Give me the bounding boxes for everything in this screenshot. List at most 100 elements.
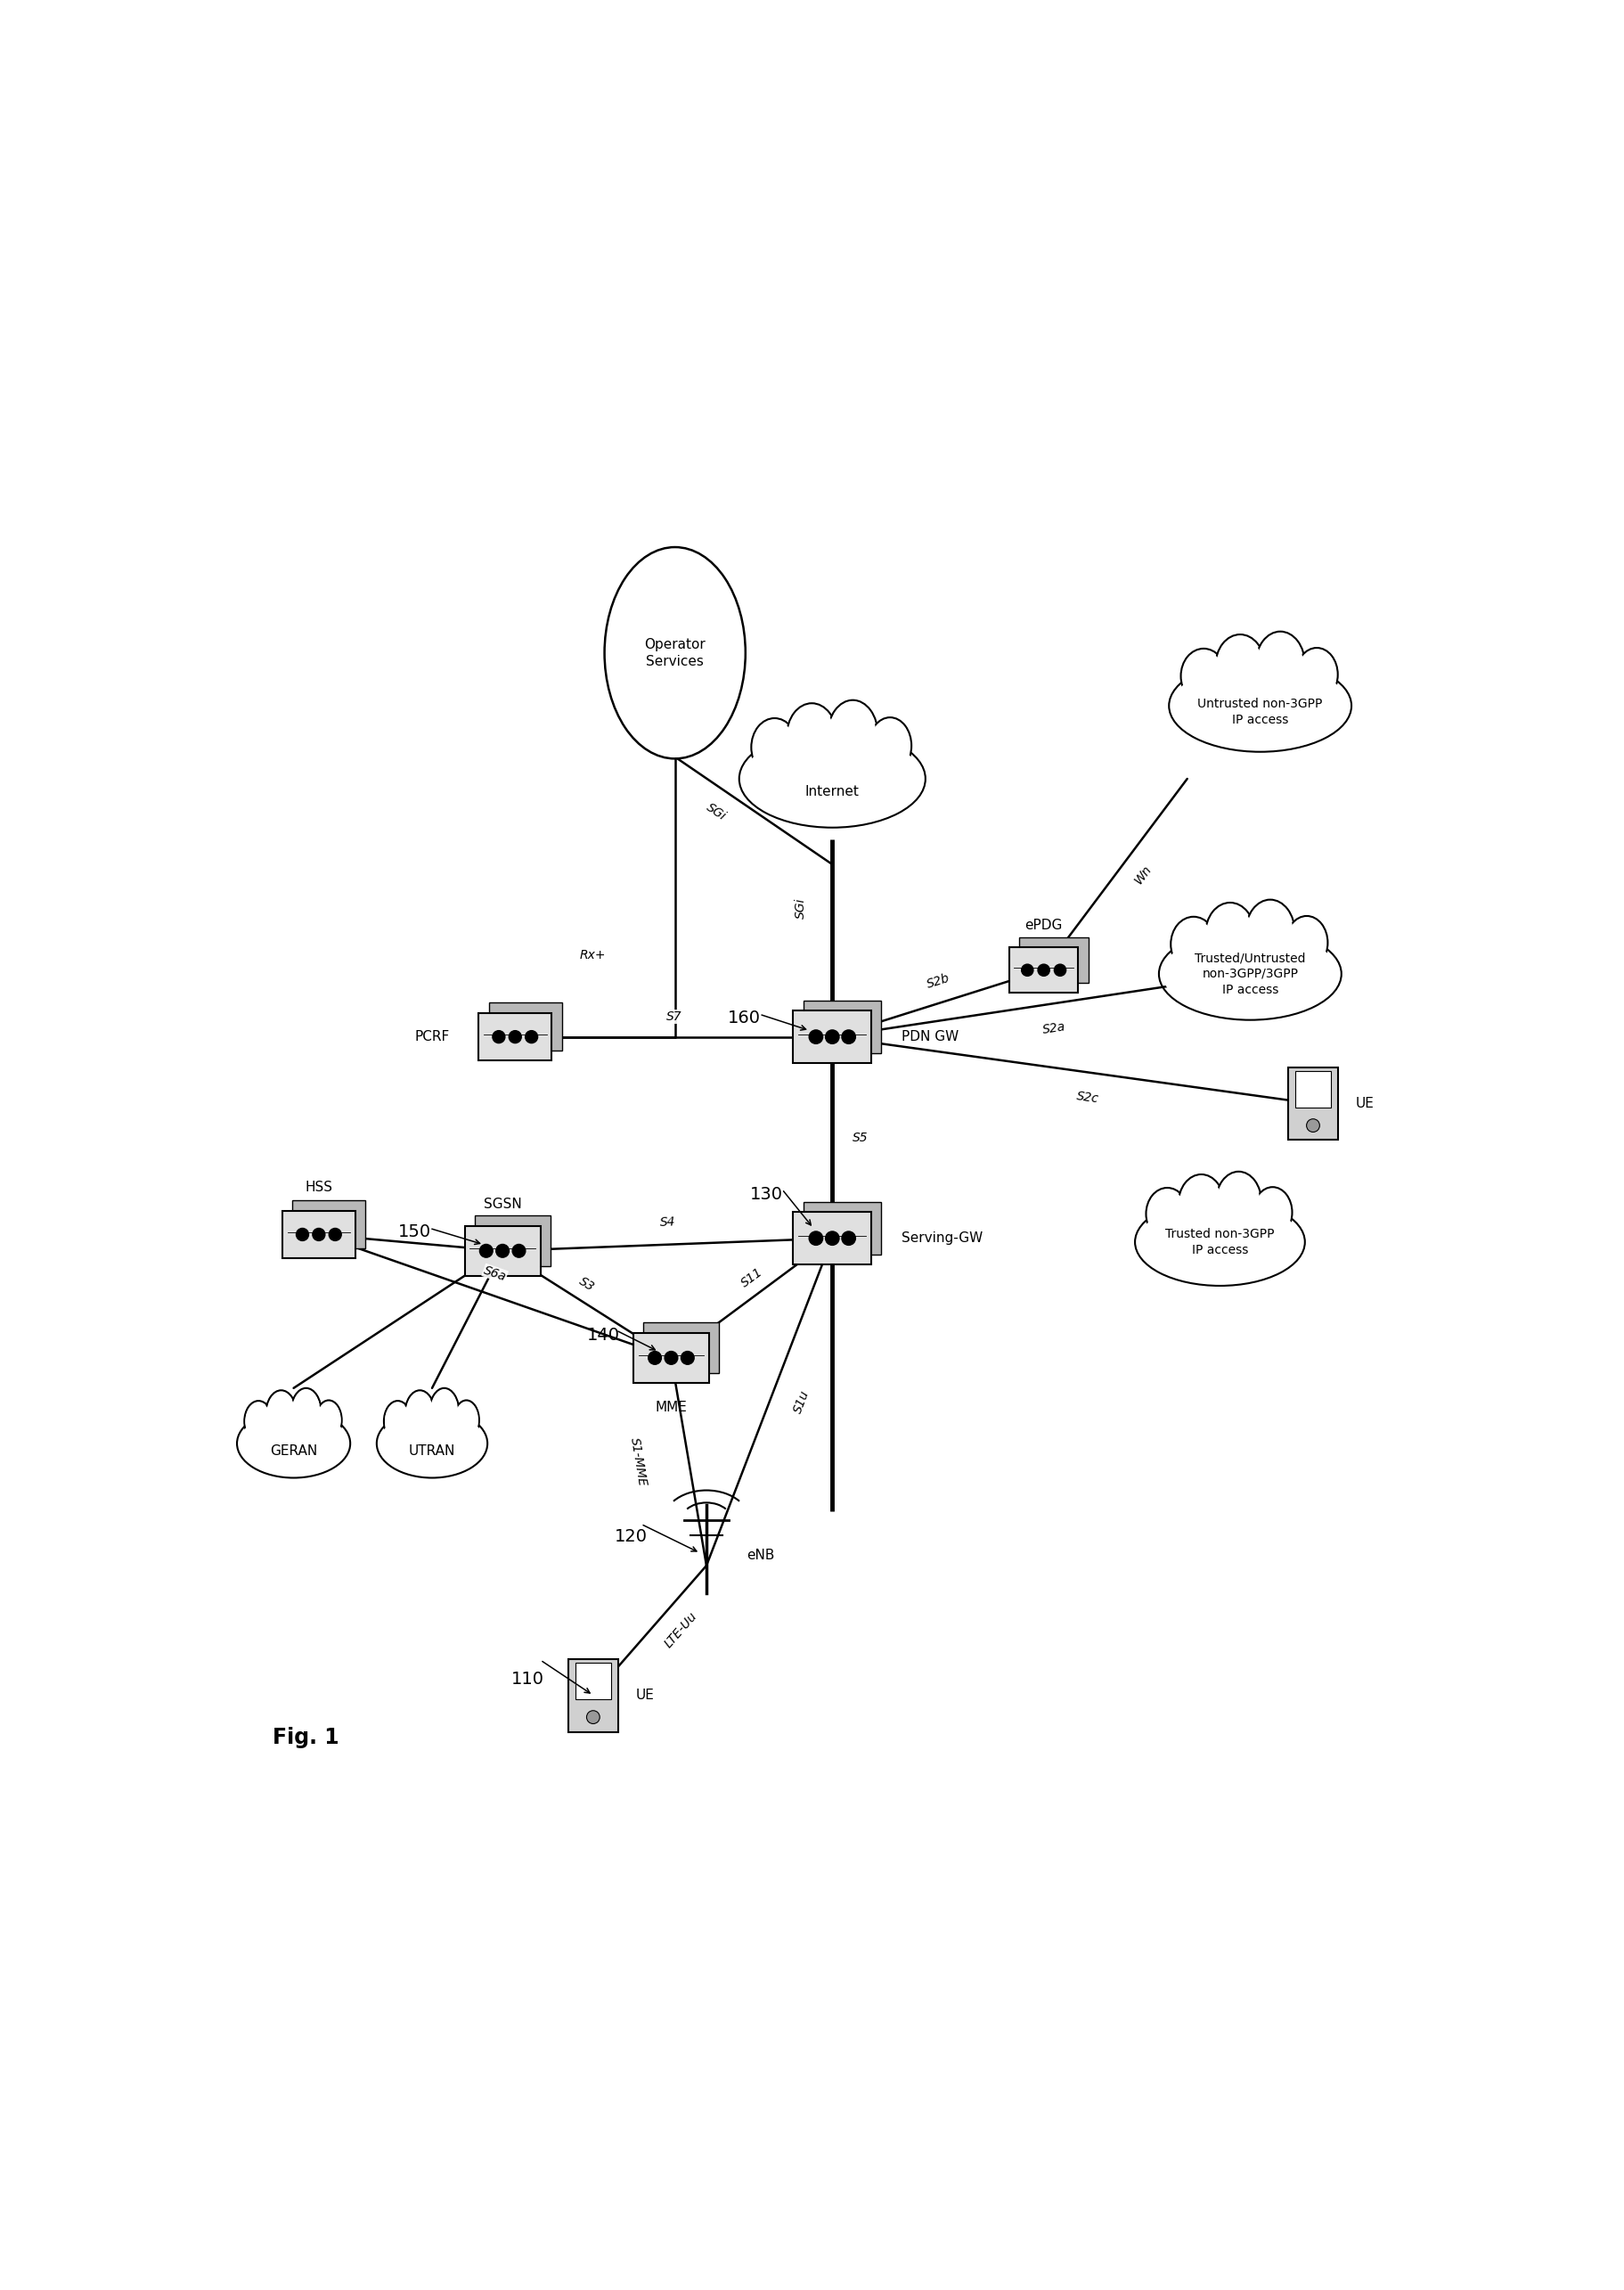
Ellipse shape [292,1390,320,1434]
Bar [1009,948,1078,994]
Circle shape [495,1243,508,1257]
Text: S1u: S1u [793,1388,812,1415]
Text: LTE-Uu: LTE-Uu [663,1610,700,1651]
Text: 150: 150 [398,1223,430,1241]
Text: Operator
Services: Operator Services [645,637,705,669]
Ellipse shape [1171,916,1216,971]
Text: Trusted non-3GPP
IP access: Trusted non-3GPP IP access [1166,1227,1275,1257]
Ellipse shape [1296,648,1338,701]
Ellipse shape [1218,637,1263,694]
Ellipse shape [754,721,796,774]
Text: HSS: HSS [305,1182,333,1193]
Circle shape [525,1030,538,1042]
Polygon shape [1020,937,1088,982]
Ellipse shape [378,1411,486,1477]
Ellipse shape [239,1411,348,1477]
Text: eNB: eNB [747,1548,775,1562]
Bar [793,1211,872,1264]
Ellipse shape [383,1401,411,1443]
Circle shape [809,1030,823,1044]
Circle shape [508,1030,521,1042]
Ellipse shape [455,1401,477,1438]
Text: Trusted/Untrusted
non-3GPP/3GPP
IP access: Trusted/Untrusted non-3GPP/3GPP IP acces… [1195,953,1306,996]
Text: S11: S11 [739,1266,765,1289]
Ellipse shape [1135,1198,1306,1285]
Ellipse shape [245,1404,271,1440]
Ellipse shape [406,1392,434,1434]
Bar [283,1211,356,1260]
Polygon shape [643,1324,719,1374]
Text: 120: 120 [614,1527,648,1546]
Ellipse shape [1181,1177,1223,1230]
Bar [479,1012,552,1060]
Ellipse shape [1286,916,1328,969]
Ellipse shape [869,717,911,774]
Circle shape [825,1030,840,1044]
Text: MME: MME [654,1401,687,1413]
Bar [464,1225,541,1276]
Text: Serving-GW: Serving-GW [901,1232,983,1246]
Ellipse shape [1298,650,1337,698]
Text: SGi: SGi [794,898,807,918]
Circle shape [479,1243,492,1257]
Ellipse shape [1216,1172,1262,1234]
Ellipse shape [429,1388,460,1436]
Text: Untrusted non-3GPP
IP access: Untrusted non-3GPP IP access [1197,698,1324,726]
Bar [575,1663,611,1699]
Ellipse shape [1215,634,1265,696]
Text: S3: S3 [577,1276,598,1294]
Text: Rx+: Rx+ [580,948,606,962]
Text: UTRAN: UTRAN [409,1445,455,1459]
Ellipse shape [1173,921,1215,969]
Text: 140: 140 [586,1326,620,1344]
Ellipse shape [870,721,909,772]
Bar [633,1333,710,1383]
Text: S6a: S6a [482,1264,508,1282]
Ellipse shape [1169,660,1351,751]
Ellipse shape [1138,1200,1301,1285]
Text: S2a: S2a [1041,1019,1067,1035]
Ellipse shape [404,1390,435,1436]
Text: SGi: SGi [703,802,728,822]
Circle shape [1307,1120,1320,1131]
Circle shape [296,1227,309,1241]
Circle shape [841,1232,856,1246]
Polygon shape [804,1001,882,1053]
Circle shape [648,1351,661,1365]
Ellipse shape [317,1401,341,1438]
Text: S7: S7 [666,1010,682,1024]
Text: S2b: S2b [926,971,952,989]
Text: Fig. 1: Fig. 1 [273,1727,339,1747]
Text: SGSN: SGSN [484,1198,521,1211]
Circle shape [492,1030,505,1042]
Ellipse shape [1179,1175,1224,1234]
Circle shape [1054,964,1065,976]
Text: 130: 130 [750,1186,783,1202]
Ellipse shape [786,703,836,769]
Circle shape [841,1030,856,1044]
Circle shape [825,1232,840,1246]
Text: UE: UE [637,1688,654,1701]
Ellipse shape [430,1390,458,1434]
Ellipse shape [1147,1189,1189,1239]
Ellipse shape [830,703,877,765]
Text: PCRF: PCRF [414,1030,450,1044]
Ellipse shape [1182,650,1224,701]
Ellipse shape [1288,918,1327,966]
Circle shape [680,1351,693,1365]
Ellipse shape [1254,1189,1291,1234]
Ellipse shape [453,1399,479,1440]
Ellipse shape [742,733,922,824]
Ellipse shape [1205,902,1255,964]
Ellipse shape [266,1390,297,1436]
Ellipse shape [1163,930,1338,1017]
Circle shape [512,1243,526,1257]
Text: Internet: Internet [806,785,859,797]
Ellipse shape [788,708,835,767]
Circle shape [312,1227,325,1241]
Polygon shape [292,1200,365,1248]
Circle shape [1021,964,1033,976]
Ellipse shape [1246,900,1294,964]
Ellipse shape [1148,1191,1187,1237]
Text: Wn: Wn [1132,863,1155,886]
